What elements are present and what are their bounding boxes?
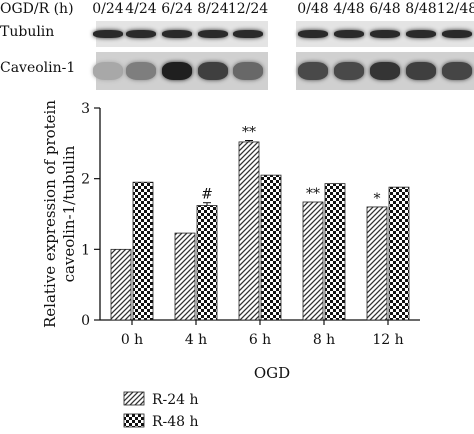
- legend-swatch: [123, 391, 145, 406]
- x-tick-label: 8 h: [313, 332, 335, 348]
- significance-marker: *: [374, 191, 381, 207]
- lane-label: 4/24: [125, 1, 157, 17]
- lane-label: 12/48: [436, 1, 474, 17]
- blot-band: [93, 30, 123, 38]
- bar: [324, 183, 346, 321]
- blot-band: [370, 62, 400, 80]
- bar: [260, 174, 282, 321]
- blot-band: [93, 62, 123, 80]
- lane-label: 0/24: [92, 1, 124, 17]
- x-tick-label: 12 h: [372, 332, 403, 348]
- legend-label: R-24 h: [152, 392, 199, 408]
- bar: [110, 248, 132, 321]
- x-tick-label: 0 h: [121, 332, 143, 348]
- bar: [388, 186, 410, 321]
- y-tick-label: 0: [81, 313, 90, 329]
- blot-band: [298, 30, 328, 38]
- significance-marker: **: [306, 186, 320, 202]
- x-axis-label: OGD: [254, 364, 290, 382]
- blot-band: [442, 30, 472, 38]
- blot-band: [298, 62, 328, 80]
- condition-label: OGD/R (h): [0, 1, 74, 17]
- blot-band: [126, 62, 156, 80]
- bar: [196, 205, 218, 321]
- blot-band: [334, 30, 364, 38]
- bars: **** *#: [110, 125, 410, 321]
- lane-label: 8/48: [405, 1, 437, 17]
- blot-band: [162, 30, 192, 38]
- bar: [174, 232, 196, 321]
- x-tick-label: 4 h: [185, 332, 207, 348]
- legend-swatch: [123, 413, 145, 428]
- bar: [132, 181, 154, 321]
- blot-band: [233, 30, 263, 38]
- significance-marker: #: [201, 187, 213, 203]
- blot-band: [233, 62, 263, 80]
- blot-band: [334, 62, 364, 80]
- lane-label: 4/48: [333, 1, 365, 17]
- blot-row-label-tubulin: Tubulin: [0, 24, 55, 40]
- blot-band: [406, 62, 436, 80]
- blot-band: [442, 62, 472, 80]
- bar: [302, 201, 324, 321]
- lane-label: 12/24: [227, 1, 269, 17]
- y-tick-label: 2: [81, 172, 90, 188]
- bar: [366, 206, 388, 321]
- blot-row-label-caveolin: Caveolin-1: [0, 60, 76, 76]
- blot-band: [198, 30, 228, 38]
- legend: R-24 h R-48 h: [123, 391, 199, 430]
- blot-band: [406, 30, 436, 38]
- lane-label: 6/24: [161, 1, 193, 17]
- y-tick-label: 1: [81, 242, 90, 258]
- blot-band: [370, 30, 400, 38]
- blot-band: [126, 30, 156, 38]
- x-tick-label: 6 h: [249, 332, 271, 348]
- bar: [238, 141, 260, 321]
- significance-marker: **: [242, 125, 256, 141]
- blot-band: [198, 62, 228, 80]
- y-tick-label: 3: [81, 101, 90, 117]
- y-axis-label-line1: Relative expression of protein: [41, 100, 59, 328]
- lane-label: 6/48: [369, 1, 401, 17]
- blot-band: [162, 62, 192, 80]
- y-axis-label-line2: caveolin-1/tubulin: [60, 145, 78, 282]
- axis-labels: Relative expression of protein caveolin-…: [41, 100, 290, 382]
- lane-label: 0/48: [297, 1, 329, 17]
- legend-label: R-48 h: [152, 414, 199, 430]
- lane-label: 8/24: [197, 1, 229, 17]
